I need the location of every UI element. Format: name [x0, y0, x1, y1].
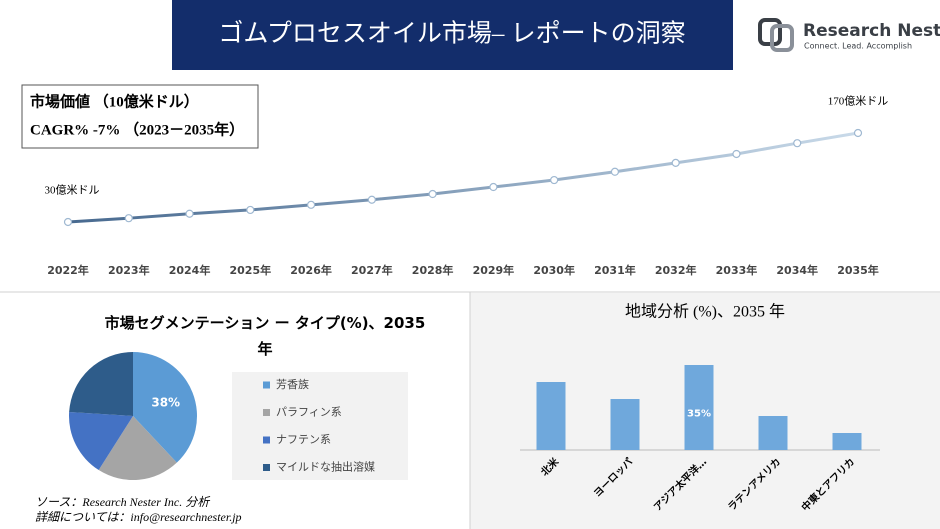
x-tick-label: 2026年	[290, 263, 332, 277]
point	[853, 128, 863, 138]
data-label: 30億米ドル	[45, 184, 100, 197]
header-box	[172, 0, 733, 70]
bar	[610, 399, 640, 450]
point	[246, 205, 255, 215]
legend-box	[232, 372, 408, 480]
pie-slice	[69, 352, 133, 416]
data-label: 38%	[151, 396, 180, 410]
source: 詳細については：info@researchnester.jp	[35, 510, 242, 524]
x-tick-label: 2035年	[837, 263, 879, 277]
pie-slice	[133, 352, 197, 463]
point	[671, 158, 680, 167]
point	[610, 167, 620, 176]
point	[124, 214, 133, 223]
point	[793, 139, 802, 148]
pie-slice	[98, 416, 177, 480]
x-tick-label: 2031年	[594, 263, 636, 277]
line	[67, 131, 859, 224]
chart-title: 市場セグメンテーション ー タイプ(%)、2035年	[104, 314, 426, 358]
header-title: ゴムプロセスオイル市場– レポートの洞察	[218, 20, 685, 48]
bar	[536, 382, 566, 450]
chart-title: 地域分析 (%)、2035 年	[625, 303, 785, 321]
market-value: 市場価値 （10億米ドル）	[30, 92, 199, 110]
point	[63, 217, 73, 227]
x-tick-label: 2034年	[776, 263, 818, 277]
point	[732, 149, 741, 159]
logo-name: Research Nester	[803, 21, 940, 41]
bar	[758, 416, 788, 450]
legend-label: パラフィン系	[276, 406, 342, 419]
data-label: 170億米ドル	[828, 95, 889, 108]
x-tick-label: 2033年	[716, 263, 758, 277]
legend-swatch	[263, 436, 270, 444]
point	[367, 195, 376, 204]
data-label: 35%	[687, 408, 711, 419]
bar	[832, 433, 862, 450]
market-box	[21, 84, 259, 149]
source: ソース：Research Nester Inc. 分析	[35, 495, 211, 509]
point	[489, 182, 498, 192]
legend-label: ナフテン系	[276, 433, 331, 446]
x-tick-label: 2032年	[655, 263, 697, 277]
legend-label: マイルドな抽出溶媒	[276, 460, 375, 474]
x-tick-label: 2025年	[229, 263, 271, 277]
pie-slice	[69, 411, 133, 471]
point	[306, 200, 316, 209]
x-tick-label: 2028年	[412, 263, 454, 277]
x-tick-label: 2030年	[533, 263, 575, 277]
x-tick-label: 2024年	[169, 263, 211, 277]
x-tick-label: 2027年	[351, 263, 393, 277]
logo-tagline: Connect. Lead. Accomplish	[804, 42, 912, 51]
point	[550, 175, 559, 185]
x-tick-label: 2023年	[108, 263, 150, 277]
legend-swatch	[263, 381, 270, 389]
market-cagr: CAGR% -7% （2023－2035年）	[30, 120, 244, 138]
x-tick-label: 2022年	[47, 263, 89, 277]
logo-icon	[758, 18, 794, 52]
point	[428, 189, 437, 199]
legend-label: 芳香族	[276, 377, 309, 391]
point	[185, 209, 194, 218]
bar	[684, 365, 714, 450]
x-tick-label: 2029年	[473, 263, 515, 277]
legend-swatch	[263, 409, 270, 416]
legend-swatch	[263, 464, 270, 471]
